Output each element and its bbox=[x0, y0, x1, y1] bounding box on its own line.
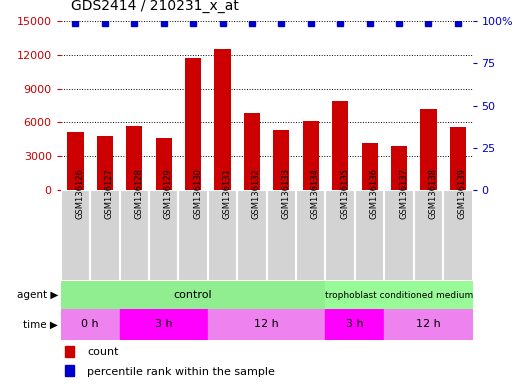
Text: count: count bbox=[88, 347, 119, 357]
Bar bbox=[355, 190, 384, 281]
Bar bbox=[420, 109, 437, 190]
Text: GSM136129: GSM136129 bbox=[164, 168, 173, 219]
Bar bbox=[97, 136, 113, 190]
Bar bbox=[362, 143, 378, 190]
Bar bbox=[303, 121, 319, 190]
Text: 12 h: 12 h bbox=[254, 319, 279, 329]
Bar bbox=[185, 58, 201, 190]
Text: GSM136139: GSM136139 bbox=[458, 168, 467, 219]
Bar bbox=[450, 127, 466, 190]
Text: GSM136127: GSM136127 bbox=[105, 168, 114, 219]
Bar bbox=[178, 190, 208, 281]
Text: GSM136138: GSM136138 bbox=[428, 168, 437, 219]
Bar bbox=[61, 190, 90, 281]
Text: GSM136137: GSM136137 bbox=[399, 168, 408, 219]
Bar bbox=[214, 49, 231, 190]
Bar bbox=[68, 131, 83, 190]
Bar bbox=[156, 138, 172, 190]
Text: control: control bbox=[174, 290, 212, 300]
Bar bbox=[267, 190, 296, 281]
Text: percentile rank within the sample: percentile rank within the sample bbox=[88, 367, 276, 377]
Bar bbox=[325, 190, 355, 281]
Text: 0 h: 0 h bbox=[81, 319, 99, 329]
Bar bbox=[61, 281, 325, 309]
Bar bbox=[274, 131, 289, 190]
Text: GSM136132: GSM136132 bbox=[252, 168, 261, 219]
Bar bbox=[119, 190, 149, 281]
Text: GSM136130: GSM136130 bbox=[193, 168, 202, 219]
Bar bbox=[391, 146, 407, 190]
Text: GSM136131: GSM136131 bbox=[222, 168, 231, 219]
Bar bbox=[296, 190, 325, 281]
Text: agent ▶: agent ▶ bbox=[17, 290, 58, 300]
Bar bbox=[414, 190, 443, 281]
Text: GSM136126: GSM136126 bbox=[76, 168, 84, 219]
Bar bbox=[65, 365, 74, 376]
Bar bbox=[149, 190, 178, 281]
Bar bbox=[384, 190, 414, 281]
Text: GSM136128: GSM136128 bbox=[134, 168, 143, 219]
Bar bbox=[90, 190, 119, 281]
Bar bbox=[119, 309, 208, 340]
Text: time ▶: time ▶ bbox=[23, 319, 58, 329]
Bar bbox=[61, 309, 119, 340]
Text: GSM136136: GSM136136 bbox=[370, 168, 379, 219]
Bar bbox=[325, 281, 473, 309]
Bar bbox=[208, 309, 325, 340]
Text: GDS2414 / 210231_x_at: GDS2414 / 210231_x_at bbox=[71, 0, 239, 13]
Bar bbox=[332, 101, 348, 190]
Bar bbox=[325, 309, 384, 340]
Bar bbox=[65, 346, 74, 357]
Text: 3 h: 3 h bbox=[346, 319, 364, 329]
Text: GSM136134: GSM136134 bbox=[311, 168, 320, 219]
Bar bbox=[384, 309, 473, 340]
Text: 12 h: 12 h bbox=[416, 319, 441, 329]
Text: trophoblast conditioned medium: trophoblast conditioned medium bbox=[325, 291, 473, 300]
Bar bbox=[126, 126, 143, 190]
Bar bbox=[443, 190, 473, 281]
Bar bbox=[208, 190, 237, 281]
Text: 3 h: 3 h bbox=[155, 319, 173, 329]
Text: GSM136133: GSM136133 bbox=[281, 168, 290, 219]
Bar bbox=[237, 190, 267, 281]
Bar bbox=[244, 114, 260, 190]
Text: GSM136135: GSM136135 bbox=[340, 168, 349, 219]
